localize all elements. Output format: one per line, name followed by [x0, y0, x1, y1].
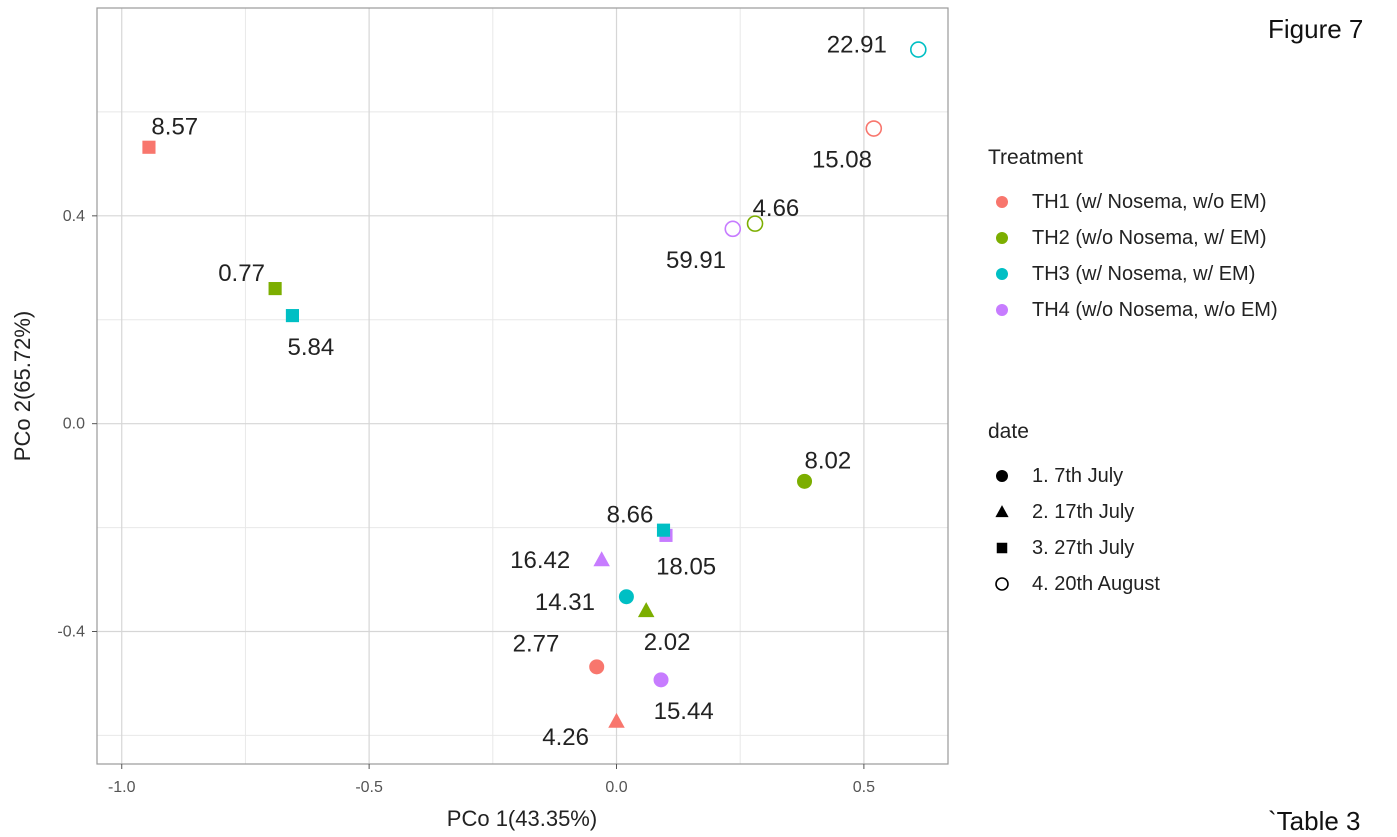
data-point-label: 14.31 — [535, 589, 595, 616]
y-tick-label: -0.4 — [57, 624, 85, 641]
y-axis-label: PCo 2(65.72%) — [10, 311, 35, 461]
points-layer — [142, 41, 927, 728]
date-legend-label: 3. 27th July — [1032, 536, 1135, 559]
data-point-th1-d2 — [608, 712, 625, 728]
date-legend-label: 4. 20th August — [1032, 572, 1160, 595]
treatment-legend-label: TH4 (w/o Nosema, w/o EM) — [1032, 298, 1278, 321]
data-point-th3-d3 — [285, 309, 299, 323]
x-tick-label: 0.0 — [605, 779, 627, 796]
date-legend-item-d4: 4. 20th August — [988, 566, 1160, 602]
treatment-legend-title: Treatment — [988, 146, 1083, 169]
data-point-th1-d3 — [142, 140, 156, 154]
data-point-label: 2.02 — [644, 629, 691, 656]
table-caption: `Table 3 — [1268, 806, 1361, 836]
data-point-label: 8.02 — [805, 448, 852, 475]
x-tick-label: -1.0 — [108, 779, 136, 796]
point-labels-layer: 2.77 4.26 8.57 15.08 8.02 2.02 0.77 4.66 14.31 5.… — [151, 31, 886, 751]
data-point-label: 2.77 — [513, 630, 560, 657]
treatment-swatch-dot — [996, 304, 1008, 316]
data-point-label: 15.44 — [654, 698, 714, 725]
date-legend: date 1. 7th July 2. 17th July 3. 27th July… — [988, 420, 1160, 602]
data-point-th3-d3 — [656, 523, 671, 537]
treatment-legend-item-th1: TH1 (w/ Nosema, w/o EM) — [988, 184, 1278, 220]
date-legend-item-d1: 1. 7th July — [988, 458, 1160, 494]
data-point-label: 8.57 — [151, 113, 198, 140]
date-legend-shape-square-icon — [996, 542, 1008, 554]
data-point-th1-d4 — [865, 120, 883, 137]
treatment-legend-item-th4: TH4 (w/o Nosema, w/o EM) — [988, 292, 1278, 328]
data-point-label: 4.26 — [542, 724, 589, 751]
treatment-legend-item-th3: TH3 (w/ Nosema, w/ EM) — [988, 256, 1278, 292]
x-tick-label: 0.5 — [853, 779, 875, 796]
data-point-label: 22.91 — [827, 31, 887, 58]
treatment-legend-swatch — [996, 268, 1008, 280]
data-point-label: 4.66 — [753, 195, 800, 222]
date-legend-item-d3: 3. 27th July — [988, 530, 1160, 566]
treatment-legend-label: TH3 (w/ Nosema, w/ EM) — [1032, 262, 1256, 285]
data-point-th3-d4 — [910, 41, 927, 58]
x-axis-label: PCo 1(43.35%) — [447, 806, 597, 831]
panel-border — [96, 7, 949, 765]
axis-layer: -1.0 -0.5 0.0 0.5 -0.4 0.0 0.4 — [57, 208, 875, 796]
grid-layer — [97, 8, 948, 764]
data-point-th2-d2 — [637, 602, 655, 618]
date-legend-shape-open-circle-icon — [995, 577, 1009, 591]
treatment-swatch-dot — [996, 232, 1008, 244]
date-legend-label: 2. 17th July — [1032, 500, 1135, 523]
data-point-label: 15.08 — [812, 147, 872, 174]
data-point-label: 18.05 — [656, 554, 716, 581]
date-legend-shape-circle-icon — [996, 470, 1008, 482]
y-tick-label: 0.4 — [63, 208, 85, 225]
date-legend-label: 1. 7th July — [1032, 464, 1124, 487]
data-point-label: 5.84 — [287, 334, 334, 361]
treatment-swatch-dot — [996, 196, 1008, 208]
data-point-th2-d4 — [746, 215, 764, 232]
date-legend-title: date — [988, 420, 1029, 443]
date-legend-item-d2: 2. 17th July — [988, 494, 1160, 530]
figure-caption: Figure 7 — [1268, 14, 1364, 44]
data-point-label: 59.91 — [666, 247, 726, 274]
treatment-legend-swatch — [996, 232, 1008, 244]
treatment-legend-swatch — [996, 196, 1008, 208]
date-legend-shape-triangle-icon — [995, 505, 1009, 518]
treatment-legend: Treatment TH1 (w/ Nosema, w/o EM) TH2 (w/… — [988, 146, 1278, 328]
y-tick-label: 0.0 — [63, 416, 85, 433]
treatment-legend-item-th2: TH2 (w/o Nosema, w/ EM) — [988, 220, 1278, 256]
x-tick-label: -0.5 — [355, 779, 383, 796]
data-point-label: 0.77 — [218, 260, 265, 287]
data-point-label: 16.42 — [510, 547, 570, 574]
data-point-th2-d3 — [268, 282, 282, 296]
treatment-swatch-dot — [996, 268, 1008, 280]
data-point-th4-d1 — [653, 672, 669, 688]
data-point-th4-d4 — [724, 220, 742, 238]
data-point-th2-d1 — [797, 473, 813, 489]
treatment-legend-swatch — [996, 304, 1008, 316]
data-point-th1-d1 — [589, 659, 605, 675]
data-point-th4-d2 — [593, 551, 610, 567]
data-point-th3-d1 — [618, 589, 634, 605]
treatment-legend-label: TH2 (w/o Nosema, w/ EM) — [1032, 226, 1267, 249]
data-point-label: 8.66 — [607, 502, 654, 529]
treatment-legend-label: TH1 (w/ Nosema, w/o EM) — [1032, 190, 1267, 213]
